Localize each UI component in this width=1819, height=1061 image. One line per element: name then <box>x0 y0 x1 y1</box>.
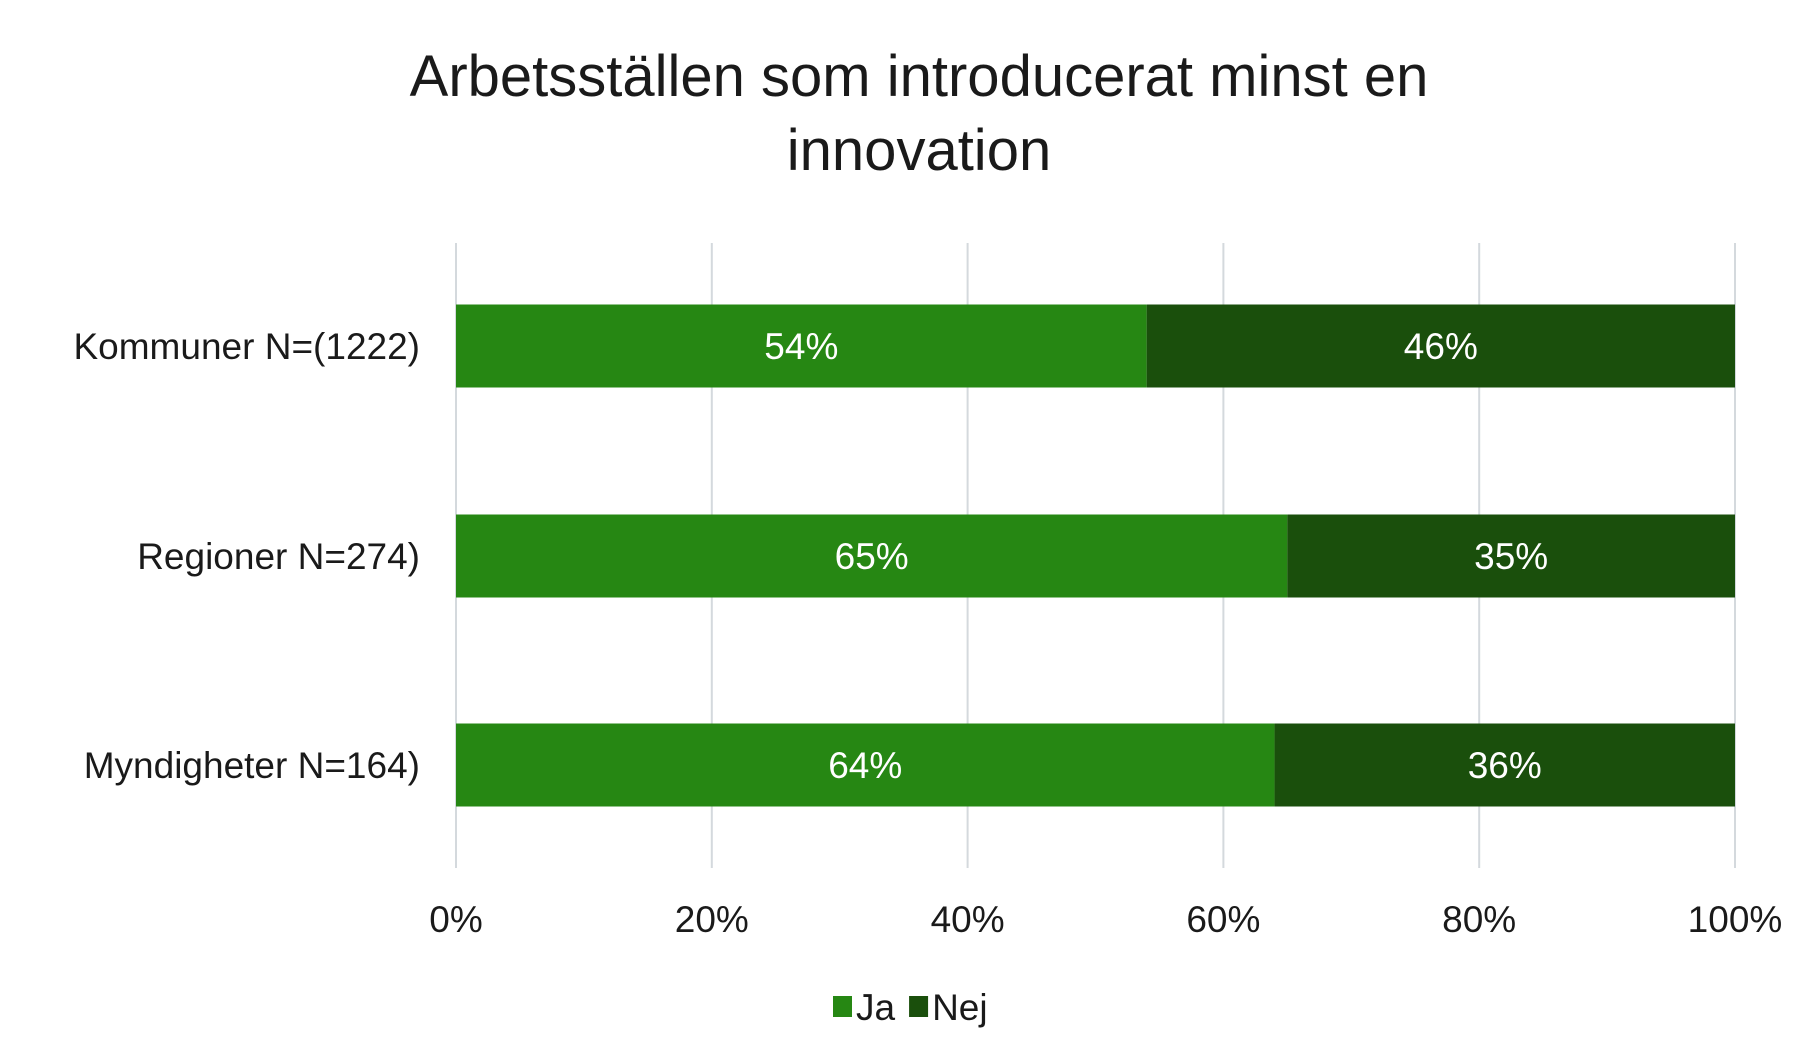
bar-ja <box>456 514 1288 598</box>
bar-nej <box>1287 514 1735 598</box>
category-label: Regioner N=274) <box>137 536 420 577</box>
bar-nej <box>1146 304 1735 388</box>
x-tick-label: 100% <box>1688 899 1783 940</box>
data-label: 65% <box>835 536 909 577</box>
x-tick-label: 20% <box>675 899 749 940</box>
x-tick-label: 0% <box>429 899 482 940</box>
bar-ja <box>456 304 1147 388</box>
x-tick-label: 80% <box>1442 899 1516 940</box>
legend-label-ja: Ja <box>856 987 896 1028</box>
legend-label-nej: Nej <box>932 987 988 1028</box>
x-tick-label: 60% <box>1186 899 1260 940</box>
chart-title-line-1: Arbetsställen som introducerat minst en <box>409 44 1429 109</box>
bar-ja <box>456 723 1275 807</box>
data-label: 64% <box>828 745 902 786</box>
chart-title-line-2: innovation <box>786 118 1052 183</box>
category-label: Myndigheter N=164) <box>84 745 420 786</box>
data-label: 35% <box>1474 536 1548 577</box>
data-label: 36% <box>1468 745 1542 786</box>
category-label: Kommuner N=(1222) <box>73 326 420 367</box>
bar-nej <box>1274 723 1735 807</box>
legend-swatch-nej <box>909 996 929 1017</box>
data-label: 46% <box>1404 326 1478 367</box>
data-label: 54% <box>764 326 838 367</box>
chart-title: Arbetsställen som introducerat minst en … <box>0 40 1819 188</box>
x-tick-label: 40% <box>931 899 1005 940</box>
legend-swatch-ja <box>833 996 852 1017</box>
